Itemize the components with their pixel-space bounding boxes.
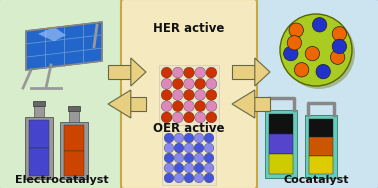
Circle shape	[204, 173, 214, 183]
Circle shape	[161, 101, 172, 111]
Bar	[269, 154, 293, 174]
Bar	[123, 97, 146, 111]
Circle shape	[184, 101, 194, 111]
Circle shape	[195, 90, 206, 100]
Bar	[33, 101, 45, 106]
Circle shape	[174, 143, 184, 153]
Circle shape	[172, 78, 183, 89]
Bar	[309, 119, 333, 137]
Circle shape	[332, 39, 347, 54]
Circle shape	[184, 163, 194, 173]
FancyBboxPatch shape	[121, 0, 257, 188]
Circle shape	[206, 90, 217, 100]
Circle shape	[204, 143, 214, 153]
Bar	[69, 110, 79, 125]
Text: OER active: OER active	[153, 121, 225, 134]
Polygon shape	[131, 58, 146, 86]
Circle shape	[161, 78, 172, 89]
Circle shape	[174, 153, 184, 163]
Circle shape	[172, 101, 183, 111]
Circle shape	[332, 27, 347, 41]
Circle shape	[312, 18, 327, 32]
Circle shape	[195, 78, 206, 89]
Circle shape	[316, 64, 330, 79]
Bar	[159, 65, 219, 125]
Circle shape	[172, 90, 183, 100]
Circle shape	[164, 163, 174, 173]
Bar	[64, 151, 84, 176]
Circle shape	[284, 46, 298, 61]
Text: Cocatalyst: Cocatalyst	[283, 175, 349, 185]
Bar	[29, 148, 49, 176]
Circle shape	[164, 173, 174, 183]
Bar	[162, 131, 216, 185]
Circle shape	[184, 78, 194, 89]
Circle shape	[194, 133, 204, 143]
Circle shape	[161, 67, 172, 78]
Circle shape	[283, 17, 355, 89]
Circle shape	[204, 153, 214, 163]
Bar	[60, 122, 88, 179]
Circle shape	[184, 133, 194, 143]
Circle shape	[204, 163, 214, 173]
Polygon shape	[232, 90, 255, 118]
Bar	[247, 97, 270, 111]
Circle shape	[184, 67, 194, 78]
Circle shape	[194, 173, 204, 183]
Circle shape	[305, 46, 320, 61]
Bar	[269, 134, 293, 154]
Circle shape	[184, 90, 194, 100]
Bar	[34, 105, 44, 120]
Circle shape	[161, 90, 172, 100]
Bar	[64, 125, 84, 151]
Polygon shape	[108, 90, 131, 118]
Circle shape	[174, 163, 184, 173]
Circle shape	[184, 173, 194, 183]
Bar	[29, 120, 49, 148]
Circle shape	[184, 112, 194, 123]
Circle shape	[161, 112, 172, 123]
Polygon shape	[38, 27, 66, 41]
Circle shape	[204, 133, 214, 143]
Bar	[269, 114, 293, 134]
Bar	[265, 110, 297, 178]
Circle shape	[280, 14, 352, 86]
Circle shape	[194, 143, 204, 153]
Circle shape	[194, 163, 204, 173]
Text: Electrocatalyst: Electrocatalyst	[15, 175, 109, 185]
Circle shape	[184, 153, 194, 163]
Circle shape	[289, 23, 304, 37]
Circle shape	[164, 143, 174, 153]
Circle shape	[206, 112, 217, 123]
Bar	[309, 156, 333, 174]
Bar	[305, 115, 337, 178]
Circle shape	[164, 133, 174, 143]
Bar	[309, 137, 333, 156]
Polygon shape	[26, 22, 102, 70]
Circle shape	[294, 63, 309, 77]
Polygon shape	[255, 58, 270, 86]
Circle shape	[206, 101, 217, 111]
Circle shape	[172, 112, 183, 123]
Circle shape	[194, 153, 204, 163]
Bar	[25, 117, 53, 179]
Circle shape	[172, 67, 183, 78]
Bar	[232, 65, 255, 79]
Circle shape	[206, 67, 217, 78]
Circle shape	[287, 36, 302, 50]
Circle shape	[206, 78, 217, 89]
Bar	[108, 65, 131, 79]
Bar	[68, 106, 80, 111]
Circle shape	[174, 173, 184, 183]
FancyBboxPatch shape	[253, 0, 378, 188]
Circle shape	[184, 143, 194, 153]
Text: HER active: HER active	[153, 21, 225, 35]
Circle shape	[195, 112, 206, 123]
FancyBboxPatch shape	[0, 0, 125, 188]
Circle shape	[195, 67, 206, 78]
Circle shape	[174, 133, 184, 143]
Circle shape	[330, 50, 345, 64]
Circle shape	[195, 101, 206, 111]
Circle shape	[164, 153, 174, 163]
